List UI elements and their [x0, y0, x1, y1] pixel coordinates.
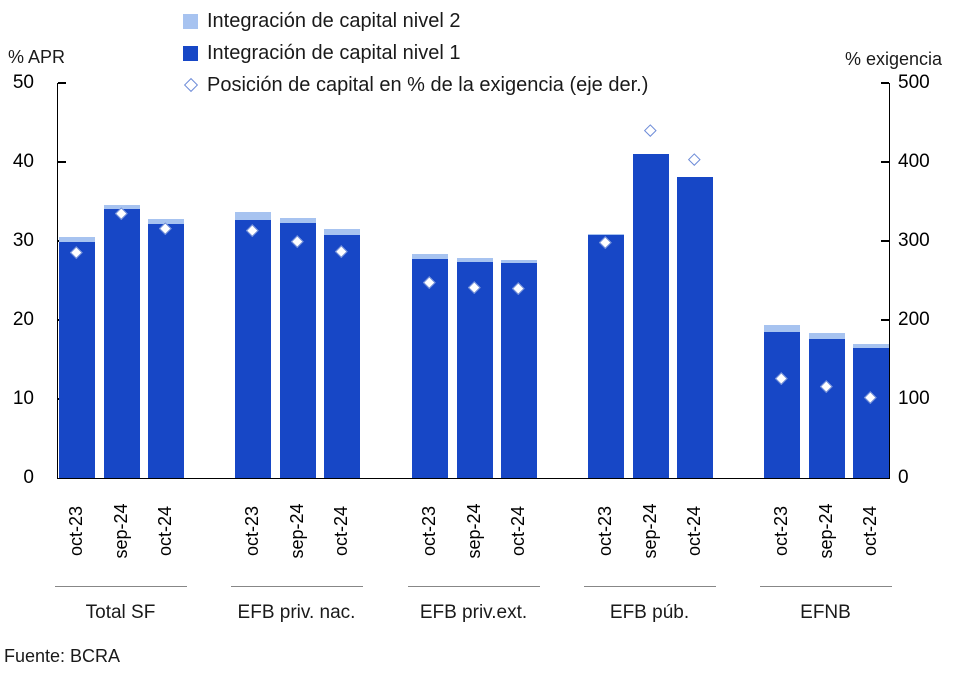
bar-nivel1	[808, 333, 845, 478]
legend-label: Integración de capital nivel 1	[207, 41, 461, 64]
bar-nivel2-segment	[853, 343, 889, 348]
bar-nivel1	[59, 237, 95, 478]
month-tick-label: oct-23	[66, 505, 86, 557]
bar-nivel1	[677, 177, 713, 478]
category-label: EFB púb.	[609, 602, 690, 623]
right-axis-tick-label: 300	[898, 230, 930, 251]
axis-tick	[881, 161, 889, 163]
bar-nivel2-segment	[279, 218, 316, 223]
legend-item-posicion: Posición de capital en % de la exigencia…	[183, 69, 648, 101]
left-axis-tick-label: 20	[12, 309, 34, 330]
plot-area	[57, 82, 890, 479]
bar-nivel2-segment	[501, 259, 537, 264]
axis-tick	[881, 82, 889, 84]
nivel1-swatch-icon	[183, 45, 198, 61]
bar-nivel2-segment	[456, 257, 493, 262]
left-axis-title: % APR	[8, 47, 66, 67]
bar-nivel2-segment	[764, 324, 800, 332]
axis-tick	[58, 161, 66, 163]
category-underline	[759, 586, 892, 587]
category-label: EFNB	[800, 602, 851, 623]
month-tick-label: oct-24	[684, 505, 704, 557]
left-axis-tick-label: 30	[12, 230, 34, 251]
category-label: Total SF	[85, 602, 156, 623]
month-tick-label: oct-23	[595, 505, 615, 557]
left-axis-tick-label: 0	[23, 467, 34, 488]
month-tick-label: sep-24	[639, 503, 660, 559]
bar-nivel1	[632, 154, 669, 478]
left-axis-tick-label: 50	[12, 72, 34, 93]
category-label: EFB priv.ext.	[419, 602, 528, 623]
right-axis-tick-label: 100	[898, 388, 930, 409]
bar-nivel1	[588, 233, 624, 478]
bar-nivel2-segment	[808, 333, 845, 339]
bar-nivel1	[764, 324, 800, 478]
right-axis-title: % exigencia	[844, 49, 942, 69]
right-axis-tick-label: 500	[898, 72, 930, 93]
legend-label: Integración de capital nivel 2	[207, 9, 461, 32]
category-underline	[54, 586, 187, 587]
posicion-diamond-marker	[688, 153, 701, 166]
month-tick-label: sep-24	[815, 503, 836, 559]
nivel2-swatch-icon	[183, 13, 198, 29]
posicion-diamond-marker	[643, 123, 657, 136]
bar-nivel1	[279, 218, 316, 478]
month-tick-label: sep-24	[110, 503, 131, 559]
bar-nivel1	[148, 218, 184, 478]
month-tick-label: oct-24	[155, 505, 175, 557]
right-axis-tick-label: 0	[898, 467, 909, 488]
bar-nivel1	[235, 211, 271, 478]
bar-nivel1	[324, 229, 360, 478]
category-underline	[583, 586, 716, 587]
right-axis-tick-labels: 0 100 200 300 400 500	[898, 72, 958, 488]
bar-nivel2-segment	[235, 211, 271, 221]
right-axis-tick-label: 200	[898, 309, 930, 330]
left-axis-tick-labels: 0 10 20 30 40 50	[0, 72, 34, 488]
month-tick-label: sep-24	[463, 503, 484, 559]
month-tick-label: oct-23	[771, 505, 791, 557]
month-tick-label: oct-23	[242, 505, 262, 557]
month-tick-label: oct-23	[419, 505, 439, 557]
legend-label: Posición de capital en % de la exigencia…	[207, 73, 649, 96]
bar-nivel1	[853, 343, 889, 478]
axis-tick	[881, 240, 889, 242]
bar-nivel2-segment	[59, 237, 95, 242]
category-underline	[407, 586, 540, 587]
month-tick-label: oct-24	[508, 505, 528, 557]
legend-item-nivel1: Integración de capital nivel 1	[183, 37, 648, 69]
left-axis-tick-label: 40	[12, 151, 34, 172]
bar-nivel2-segment	[148, 218, 184, 224]
bar-nivel1	[456, 257, 493, 478]
month-tick-label: sep-24	[286, 503, 307, 559]
bar-nivel2-segment	[103, 204, 140, 210]
month-tick-label: oct-24	[860, 505, 880, 557]
bar-nivel2-segment	[324, 229, 360, 235]
category-underline	[230, 586, 363, 587]
bar-nivel2-segment	[412, 253, 448, 260]
legend-item-nivel2: Integración de capital nivel 2	[183, 5, 648, 37]
bar-nivel1	[103, 204, 140, 478]
source-note: Fuente: BCRA	[4, 646, 121, 666]
category-label: EFB priv. nac.	[237, 602, 356, 623]
axis-tick	[58, 82, 66, 84]
bar-nivel1	[412, 253, 448, 478]
bar-nivel1	[501, 259, 537, 478]
bar-nivel2-segment	[588, 233, 624, 236]
right-axis-tick-label: 400	[898, 151, 930, 172]
axis-tick	[881, 319, 889, 321]
left-axis-tick-label: 10	[12, 388, 34, 409]
legend: Integración de capital nivel 2 Integraci…	[183, 5, 648, 101]
month-tick-label: oct-24	[331, 505, 351, 557]
